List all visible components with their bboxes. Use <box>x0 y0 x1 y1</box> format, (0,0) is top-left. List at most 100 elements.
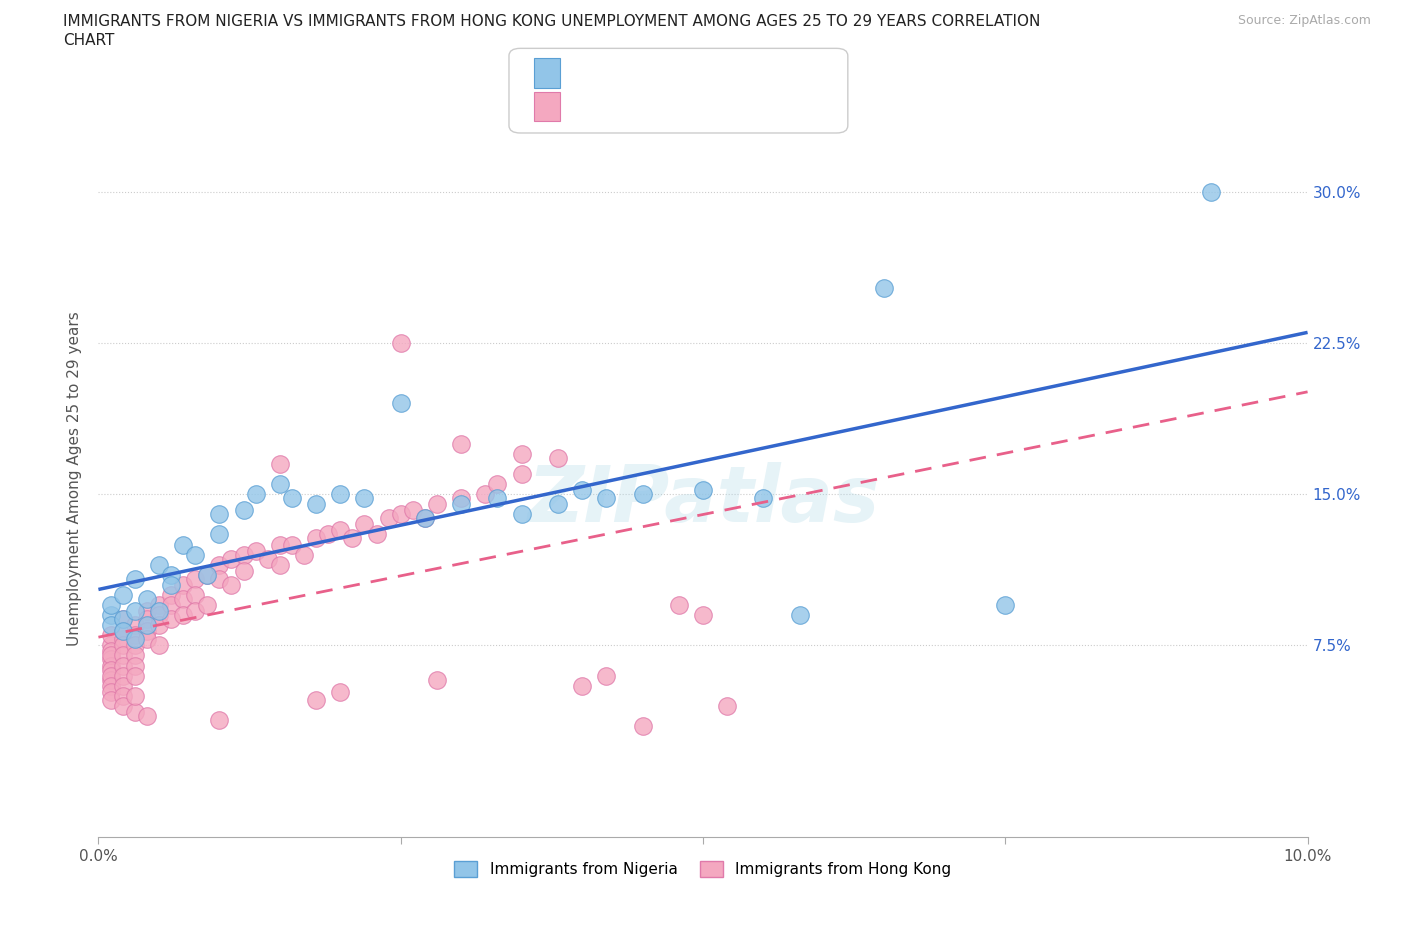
Text: ZIPatlas: ZIPatlas <box>527 462 879 538</box>
Point <box>135 591 157 606</box>
Point <box>342 531 364 546</box>
Point <box>100 598 122 613</box>
Point <box>160 567 183 582</box>
Point <box>124 648 146 663</box>
Point <box>160 612 183 627</box>
Point <box>160 578 183 592</box>
Point <box>111 688 134 703</box>
Point <box>124 658 146 673</box>
Point <box>100 693 122 708</box>
Point <box>316 527 339 542</box>
Point <box>232 564 254 578</box>
Point <box>195 598 218 613</box>
Point <box>994 598 1017 613</box>
Point <box>450 491 472 506</box>
Point <box>124 668 146 683</box>
Point <box>184 547 207 562</box>
Text: Source: ZipAtlas.com: Source: ZipAtlas.com <box>1237 14 1371 27</box>
Text: 0.471: 0.471 <box>600 64 648 80</box>
Text: N =: N = <box>651 98 685 113</box>
Point <box>281 537 304 551</box>
Point <box>100 658 122 673</box>
Point <box>595 491 617 506</box>
Point <box>148 604 170 618</box>
Point <box>111 638 134 653</box>
Point <box>245 543 267 558</box>
Point <box>510 507 533 522</box>
Point <box>571 483 593 498</box>
Text: R =: R = <box>569 64 603 80</box>
Point <box>232 547 254 562</box>
Point <box>111 648 134 663</box>
Point <box>269 537 291 551</box>
Text: IMMIGRANTS FROM NIGERIA VS IMMIGRANTS FROM HONG KONG UNEMPLOYMENT AMONG AGES 25 : IMMIGRANTS FROM NIGERIA VS IMMIGRANTS FR… <box>63 14 1040 29</box>
Point <box>135 612 157 627</box>
Point <box>100 644 122 658</box>
Text: N =: N = <box>651 64 685 80</box>
Point <box>305 531 328 546</box>
Point <box>208 507 231 522</box>
Point <box>111 588 134 603</box>
Point <box>426 497 449 512</box>
Point <box>329 523 352 538</box>
Point <box>135 631 157 646</box>
Point <box>148 618 170 632</box>
Point <box>510 446 533 461</box>
Point <box>148 598 170 613</box>
Point <box>111 624 134 639</box>
Point <box>292 547 315 562</box>
Point <box>100 628 122 643</box>
Point <box>100 662 122 677</box>
Point <box>111 658 134 673</box>
Point <box>232 503 254 518</box>
Point <box>789 607 811 622</box>
Point <box>269 457 291 472</box>
Point <box>111 624 134 639</box>
Point <box>124 604 146 618</box>
Point <box>486 476 509 491</box>
Point <box>148 638 170 653</box>
Point <box>353 517 375 532</box>
Point <box>208 527 231 542</box>
Point <box>752 491 775 506</box>
Point <box>571 678 593 693</box>
Point <box>124 638 146 653</box>
Point <box>124 688 146 703</box>
Text: 0.235: 0.235 <box>600 98 648 113</box>
Point <box>124 628 146 643</box>
Point <box>377 511 399 525</box>
Point <box>135 709 157 724</box>
Point <box>172 607 194 622</box>
Point <box>716 698 738 713</box>
Point <box>305 497 328 512</box>
Point <box>692 607 714 622</box>
Point <box>208 712 231 727</box>
Point <box>100 672 122 687</box>
Text: CHART: CHART <box>63 33 115 47</box>
Point <box>450 436 472 451</box>
Point <box>547 497 569 512</box>
Point <box>208 571 231 586</box>
Point <box>100 638 122 653</box>
Point <box>100 652 122 667</box>
Point <box>160 588 183 603</box>
Point <box>389 507 412 522</box>
Point <box>389 396 412 411</box>
Point <box>474 486 496 501</box>
Point <box>160 598 183 613</box>
Point <box>195 567 218 582</box>
Point <box>269 476 291 491</box>
Point <box>595 668 617 683</box>
Point <box>281 491 304 506</box>
Point <box>135 618 157 632</box>
Point <box>172 537 194 551</box>
Point <box>184 571 207 586</box>
Point <box>631 486 654 501</box>
Point <box>510 467 533 482</box>
Point <box>124 571 146 586</box>
Point <box>135 604 157 618</box>
Point <box>172 578 194 592</box>
Point <box>111 612 134 627</box>
Point <box>100 684 122 699</box>
Point <box>135 624 157 639</box>
